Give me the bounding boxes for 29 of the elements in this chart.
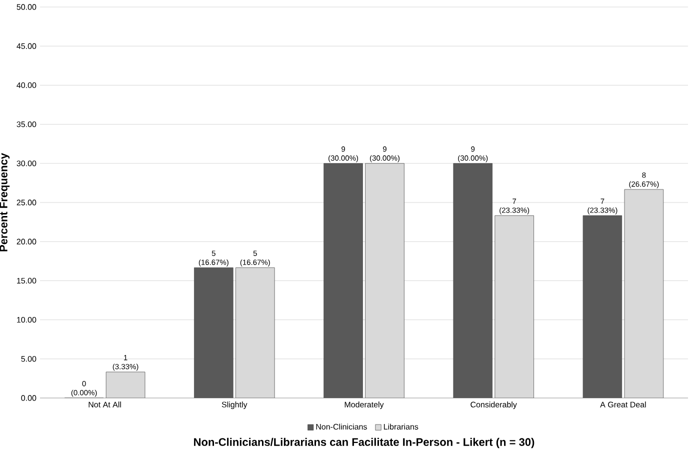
bar [624,189,664,398]
bar [324,163,363,398]
y-axis-title: Percent Frequency [0,153,10,252]
y-tick-label: 15.00 [17,278,36,284]
x-tick-label: Considerably [470,402,517,409]
y-tick-label: 50.00 [16,4,36,10]
legend-label: Librarians [384,424,418,430]
bar [194,267,234,398]
y-tick-label: 35.00 [16,121,36,128]
x-axis-title: Non-Clinicians/Librarians can Facilitate In-Person - Likert (n = 30) [194,438,534,448]
legend-label: Non-Clinicians [316,424,367,430]
x-tick-label: Not At All [88,402,121,408]
x-tick-label: A Great Deal [600,402,646,408]
y-tick-label: 0.00 [21,395,36,401]
y-tick-label: 40.00 [16,82,36,88]
y-tick-label: 45.00 [16,43,36,49]
bar [236,267,275,398]
bar [365,163,404,398]
x-tick-label: Moderately [344,402,384,409]
y-tick-label: 30.00 [16,160,36,166]
bar [582,215,622,398]
y-tick-label: 20.00 [16,238,36,244]
bar [494,215,534,398]
bar [453,163,493,398]
bar [106,372,146,398]
y-tick-label: 5.00 [21,356,36,362]
y-tick-label: 10.00 [17,316,36,323]
y-tick-label: 25.00 [16,200,36,206]
x-tick-label: Slightly [222,402,248,409]
